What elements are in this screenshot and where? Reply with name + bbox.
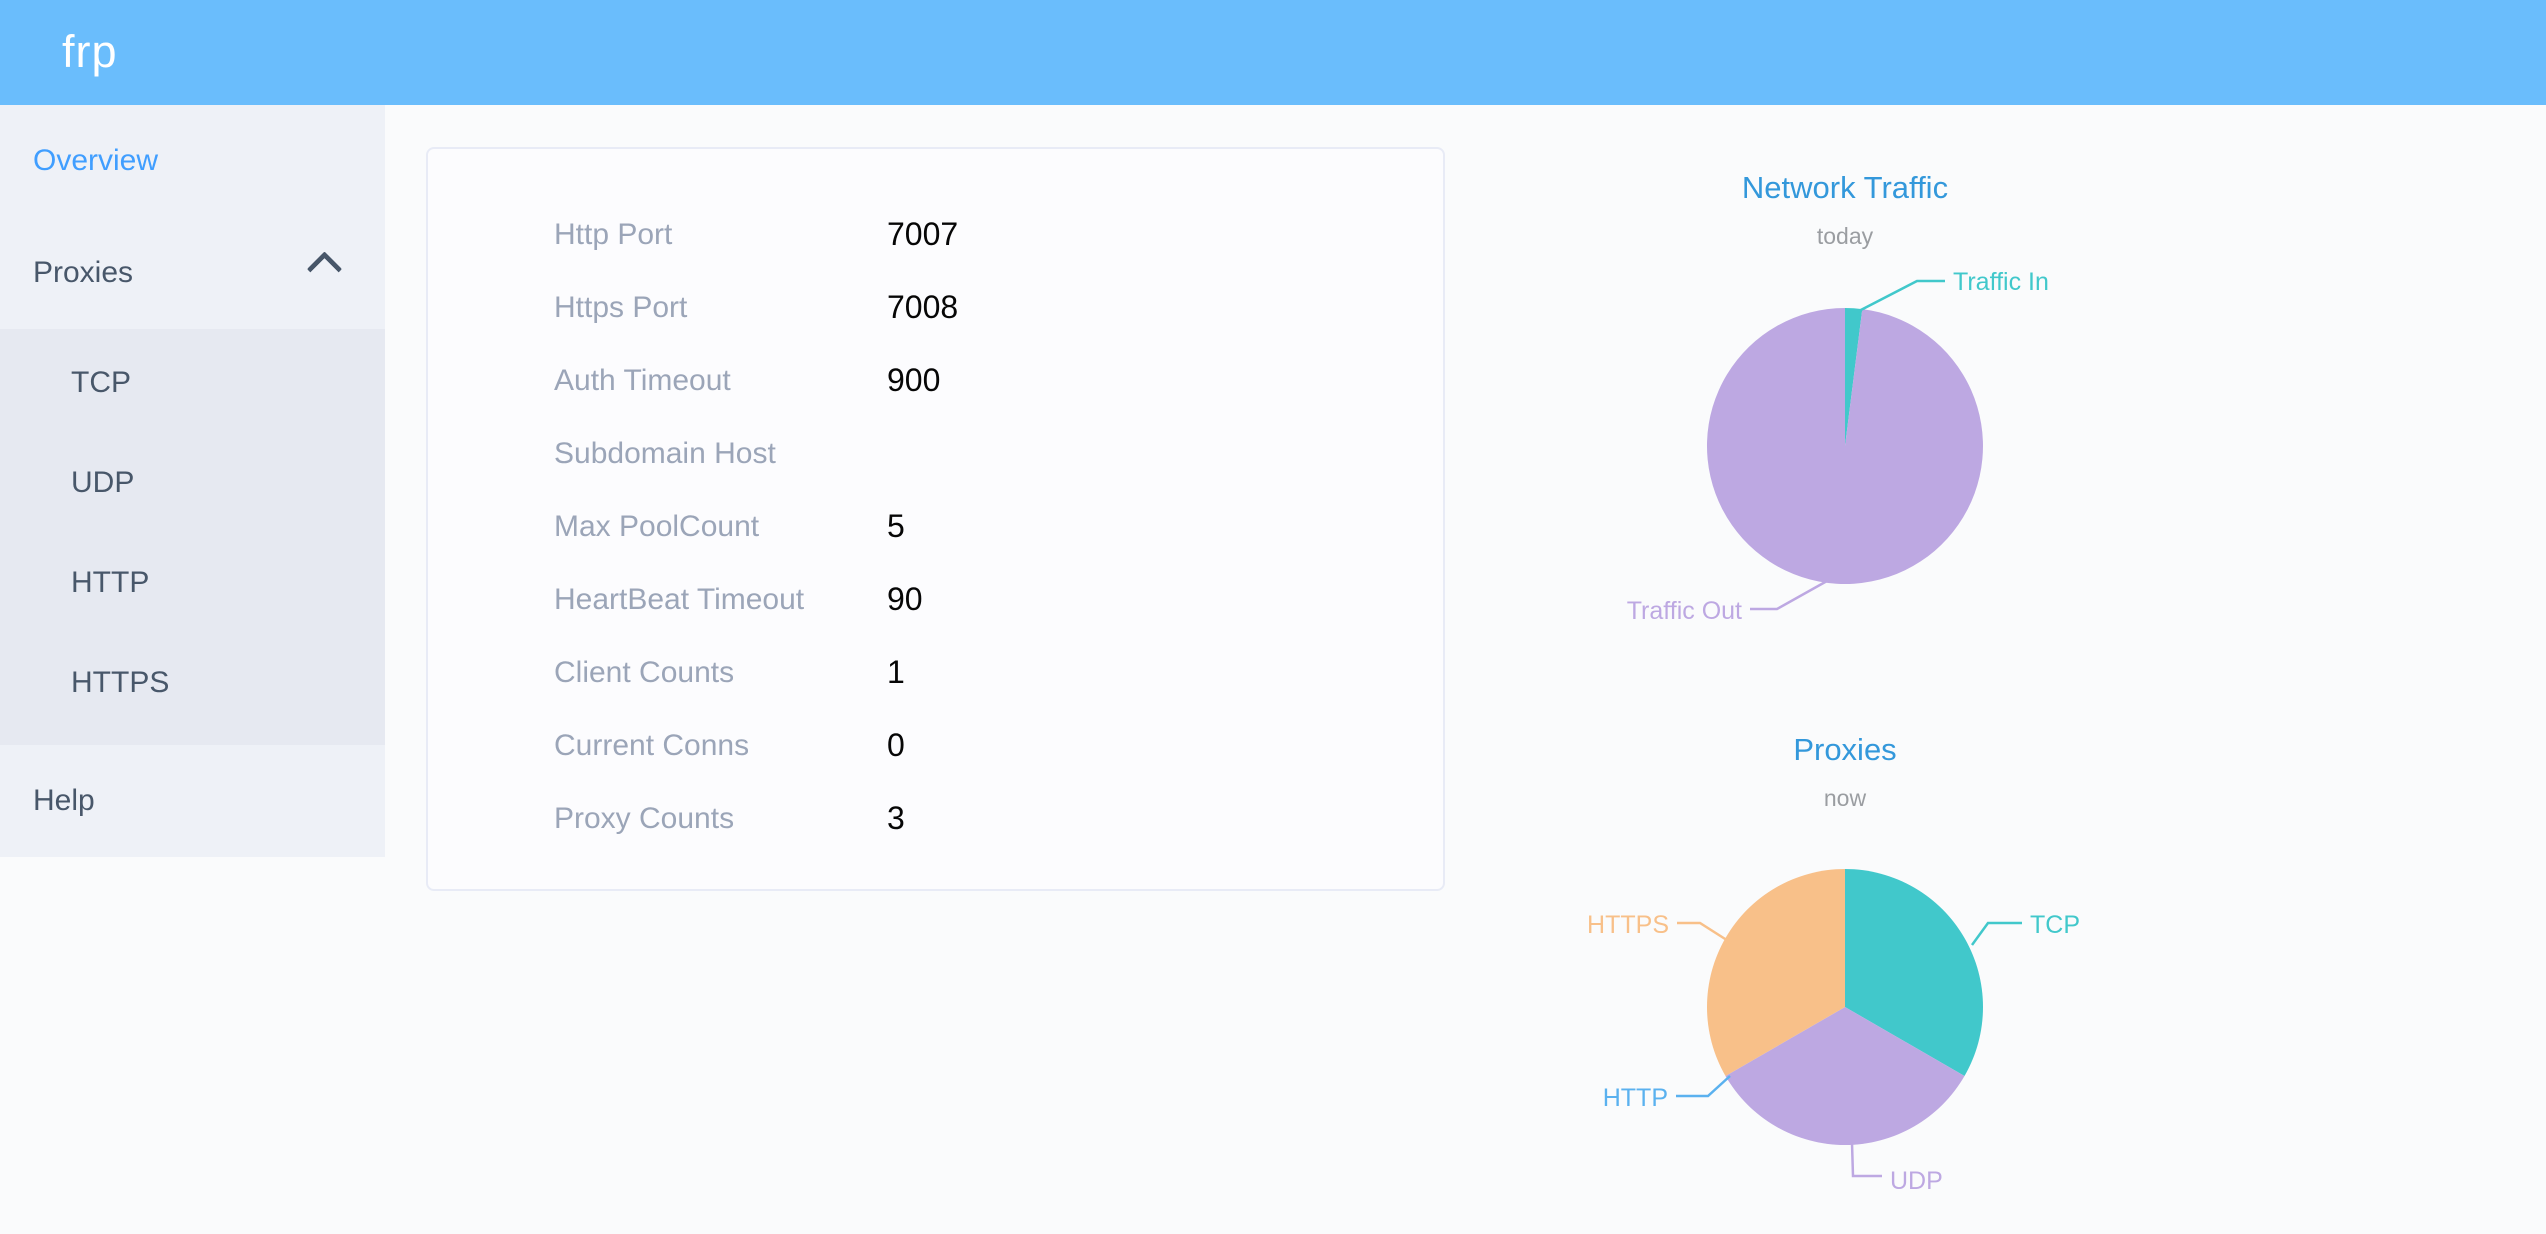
proxies-pie-chart: Proxies now TCP UDP HTTP HTTPS (1587, 732, 2080, 1195)
info-row-value: 1 (887, 654, 905, 690)
server-info-rows: Http Port 7007 Https Port 7008 Auth Timeout 9… (428, 198, 1443, 855)
info-row-value: 900 (887, 362, 941, 398)
traffic-in-slice[interactable] (1845, 308, 1863, 446)
info-row: HeartBeat Timeout 90 (428, 563, 1443, 636)
info-row-value: 5 (887, 508, 905, 544)
udp-leader-line (1850, 1142, 1882, 1178)
server-info-card: Http Port 7007 Https Port 7008 Auth Timeout 9… (426, 147, 1445, 891)
info-row: Client Counts 1 (428, 636, 1443, 709)
app-logo[interactable]: frp (62, 26, 118, 77)
tcp-slice[interactable] (1845, 869, 1983, 1076)
http-pie-label: HTTP (1603, 1084, 1668, 1112)
info-row-label: HeartBeat Timeout (554, 582, 805, 616)
chart-subtitle: now (1824, 785, 1867, 811)
info-row: Http Port 7007 (428, 198, 1443, 271)
traffic-in-pie-label: Traffic In (1953, 268, 2049, 296)
info-row-label: Https Port (554, 290, 688, 324)
info-row: Auth Timeout 900 (428, 344, 1443, 417)
sidebar-submenu-proxies: TCP UDP HTTP HTTPS (0, 329, 385, 745)
info-row-value: 7008 (887, 289, 959, 325)
chart-title: Network Traffic (1742, 170, 1948, 205)
https-leader-line (1677, 921, 1734, 946)
info-row: Https Port 7008 (428, 271, 1443, 344)
sidebar-item-help[interactable]: Help (0, 745, 385, 857)
sidebar-item-http[interactable]: HTTP (71, 566, 150, 599)
info-row-value: 7007 (887, 216, 959, 252)
info-row-label: Auth Timeout (554, 363, 731, 397)
info-row-label: Client Counts (554, 655, 735, 689)
sidebar-item-proxies-label: Proxies (33, 256, 134, 289)
info-row-value: 0 (887, 727, 905, 763)
info-row: Proxy Counts 3 (428, 782, 1443, 855)
sidebar-item-tcp[interactable]: TCP (71, 366, 131, 399)
tcp-leader-line (1970, 921, 2022, 946)
tcp-pie-label: TCP (2030, 911, 2080, 939)
traffic-out-leader-line (1750, 579, 1828, 611)
https-slice[interactable] (1707, 869, 1845, 1076)
chevron-up-icon (306, 251, 343, 287)
sidebar: Overview Proxies TCP UDP HTTP HTTPS Help (0, 105, 385, 857)
app-header: frp (0, 0, 2546, 105)
info-row: Subdomain Host (428, 417, 1443, 490)
http-leader-line (1676, 1075, 1731, 1098)
https-pie-label: HTTPS (1587, 911, 1669, 939)
sidebar-item-overview[interactable]: Overview (0, 105, 385, 217)
info-row-label: Http Port (554, 217, 673, 251)
sidebar-item-proxies[interactable]: Proxies (0, 217, 385, 329)
info-row-value: 90 (887, 581, 923, 617)
sidebar-item-https[interactable]: HTTPS (71, 666, 170, 699)
info-row: Max PoolCount 5 (428, 490, 1443, 563)
info-row-label: Proxy Counts (554, 801, 735, 835)
udp-slice[interactable] (1725, 1007, 1965, 1145)
traffic-out-slice[interactable] (1706, 308, 1983, 585)
info-row-label: Subdomain Host (554, 436, 776, 470)
traffic-in-leader-line (1856, 279, 1945, 314)
chart-title: Proxies (1793, 732, 1896, 767)
info-row: Current Conns 0 (428, 709, 1443, 782)
info-row-label: Max PoolCount (554, 509, 760, 543)
chart-subtitle: today (1817, 223, 1874, 249)
udp-pie-label: UDP (1890, 1167, 1943, 1195)
info-row-label: Current Conns (554, 728, 750, 762)
traffic-out-pie-label: Traffic Out (1627, 597, 1742, 625)
info-row-value: 3 (887, 800, 905, 836)
sidebar-item-udp[interactable]: UDP (71, 466, 135, 499)
network-traffic-pie-chart: Network Traffic today Traffic In Traffic Ou… (1627, 170, 2049, 625)
